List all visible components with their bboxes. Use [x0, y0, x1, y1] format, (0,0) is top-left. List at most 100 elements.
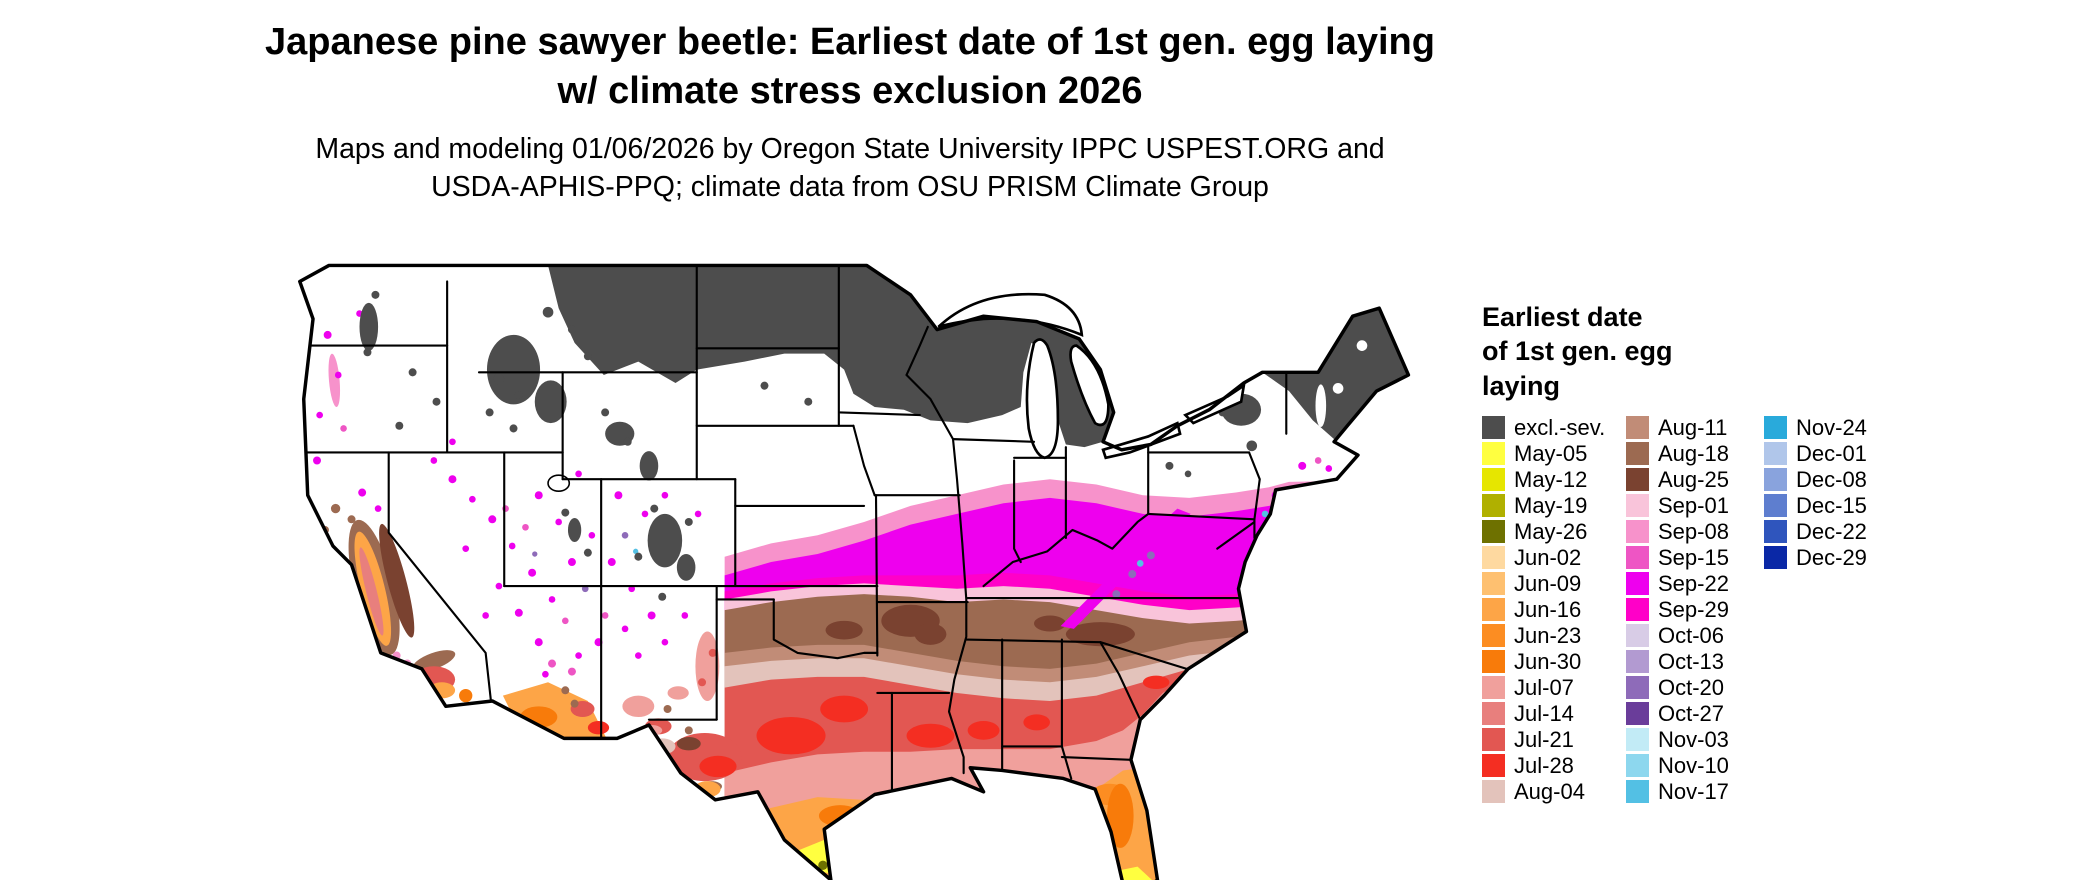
legend-swatch	[1626, 780, 1649, 804]
legend-item: Dec-22	[1764, 519, 1914, 545]
legend-item: Sep-15	[1626, 545, 1764, 571]
legend-swatch	[1626, 754, 1649, 778]
legend-label: Oct-13	[1658, 648, 1725, 674]
legend-label: Aug-11	[1658, 414, 1728, 440]
legend-item: Jun-09	[1482, 571, 1626, 597]
legend-item: Aug-04	[1482, 779, 1626, 805]
legend-swatch	[1482, 468, 1505, 492]
legend-label: May-26	[1514, 518, 1588, 544]
legend-label: Nov-03	[1658, 726, 1729, 752]
legend-swatch	[1482, 624, 1505, 648]
legend-swatch	[1482, 442, 1505, 466]
legend-item: Oct-27	[1626, 701, 1764, 727]
legend-swatch	[1626, 598, 1649, 622]
legend-title: Earliest date of 1st gen. egg laying	[1482, 302, 1673, 401]
legend-label: Jul-28	[1514, 752, 1574, 778]
legend-swatch	[1626, 546, 1649, 570]
legend-label: Oct-20	[1658, 674, 1725, 700]
legend-swatch	[1482, 416, 1505, 440]
legend-item: Sep-29	[1626, 597, 1764, 623]
legend-item: Dec-01	[1764, 441, 1914, 467]
legend-swatch	[1626, 442, 1649, 466]
legend-item: May-19	[1482, 493, 1626, 519]
legend-label: Jun-02	[1514, 544, 1582, 570]
legend-label: May-05	[1514, 440, 1588, 466]
legend-swatch	[1482, 754, 1505, 778]
legend-item: Jul-07	[1482, 675, 1626, 701]
legend-label: Sep-08	[1658, 518, 1729, 544]
legend-label: Oct-06	[1658, 622, 1725, 648]
legend-swatch	[1482, 572, 1505, 596]
legend-label: Jun-23	[1514, 622, 1582, 648]
legend-item: Dec-29	[1764, 545, 1914, 571]
legend-label: Dec-08	[1796, 466, 1867, 492]
legend-item: Aug-18	[1626, 441, 1764, 467]
legend-item: Dec-08	[1764, 467, 1914, 493]
legend-label: Jul-21	[1514, 726, 1574, 752]
legend-swatch	[1764, 520, 1787, 544]
legend-label: Nov-10	[1658, 752, 1729, 778]
legend-item: Jun-30	[1482, 649, 1626, 675]
legend-label: Nov-24	[1796, 414, 1867, 440]
page-subtitle: Maps and modeling 01/06/2026 by Oregon S…	[315, 133, 1385, 203]
legend-item: Jun-02	[1482, 545, 1626, 571]
legend-swatch	[1626, 572, 1649, 596]
legend-label: Sep-22	[1658, 570, 1729, 596]
legend-label: Dec-01	[1796, 440, 1867, 466]
legend-item: Oct-06	[1626, 623, 1764, 649]
legend-swatch	[1764, 468, 1787, 492]
legend-label: May-19	[1514, 492, 1588, 518]
legend-item: excl.-sev.	[1482, 415, 1626, 441]
legend: Earliest date of 1st gen. egg laying exc…	[1482, 300, 1952, 805]
legend-item: Aug-11	[1626, 415, 1764, 441]
legend-swatch	[1626, 624, 1649, 648]
legend-columns: excl.-sev. May-05 May-12 May-19 May-26 Jun-02…	[1482, 415, 1952, 805]
legend-label: excl.-sev.	[1514, 414, 1606, 440]
legend-swatch	[1626, 494, 1649, 518]
legend-swatch	[1482, 780, 1505, 804]
legend-label: Oct-27	[1658, 700, 1725, 726]
legend-item: Jun-23	[1482, 623, 1626, 649]
legend-column-1: excl.-sev. May-05 May-12 May-19 May-26 Jun-02…	[1482, 415, 1626, 805]
legend-label: May-12	[1514, 466, 1588, 492]
legend-label: Aug-18	[1658, 440, 1729, 466]
legend-item: Aug-25	[1626, 467, 1764, 493]
legend-item: Sep-22	[1626, 571, 1764, 597]
legend-label: Jun-30	[1514, 648, 1582, 674]
legend-swatch	[1764, 442, 1787, 466]
us-map-figure	[240, 212, 1435, 880]
legend-column-3: Nov-24 Dec-01 Dec-08 Dec-15 Dec-22 Dec-29	[1764, 415, 1914, 571]
legend-item: May-12	[1482, 467, 1626, 493]
legend-swatch	[1482, 676, 1505, 700]
legend-swatch	[1482, 702, 1505, 726]
legend-item: Jun-16	[1482, 597, 1626, 623]
legend-swatch	[1626, 520, 1649, 544]
legend-swatch	[1482, 728, 1505, 752]
legend-swatch	[1482, 520, 1505, 544]
legend-label: Jul-14	[1514, 700, 1574, 726]
legend-column-2: Aug-11 Aug-18 Aug-25 Sep-01 Sep-08 Sep-15 Sep-…	[1626, 415, 1764, 805]
page-title: Japanese pine sawyer beetle: Earliest da…	[265, 21, 1435, 112]
legend-item: Oct-20	[1626, 675, 1764, 701]
legend-item: May-26	[1482, 519, 1626, 545]
legend-swatch	[1626, 702, 1649, 726]
legend-label: Sep-15	[1658, 544, 1729, 570]
us-map-svg	[298, 263, 1411, 880]
legend-label: Dec-22	[1796, 518, 1867, 544]
map-outline	[298, 263, 1411, 880]
legend-swatch	[1482, 650, 1505, 674]
legend-item: Nov-24	[1764, 415, 1914, 441]
legend-swatch	[1482, 494, 1505, 518]
legend-swatch	[1764, 494, 1787, 518]
legend-swatch	[1482, 546, 1505, 570]
legend-item: Oct-13	[1626, 649, 1764, 675]
legend-swatch	[1626, 728, 1649, 752]
legend-label: Nov-17	[1658, 778, 1729, 804]
legend-item: Dec-15	[1764, 493, 1914, 519]
legend-swatch	[1626, 676, 1649, 700]
legend-label: Aug-25	[1658, 466, 1729, 492]
legend-label: Jun-16	[1514, 596, 1582, 622]
legend-swatch	[1626, 650, 1649, 674]
legend-item: Jul-14	[1482, 701, 1626, 727]
